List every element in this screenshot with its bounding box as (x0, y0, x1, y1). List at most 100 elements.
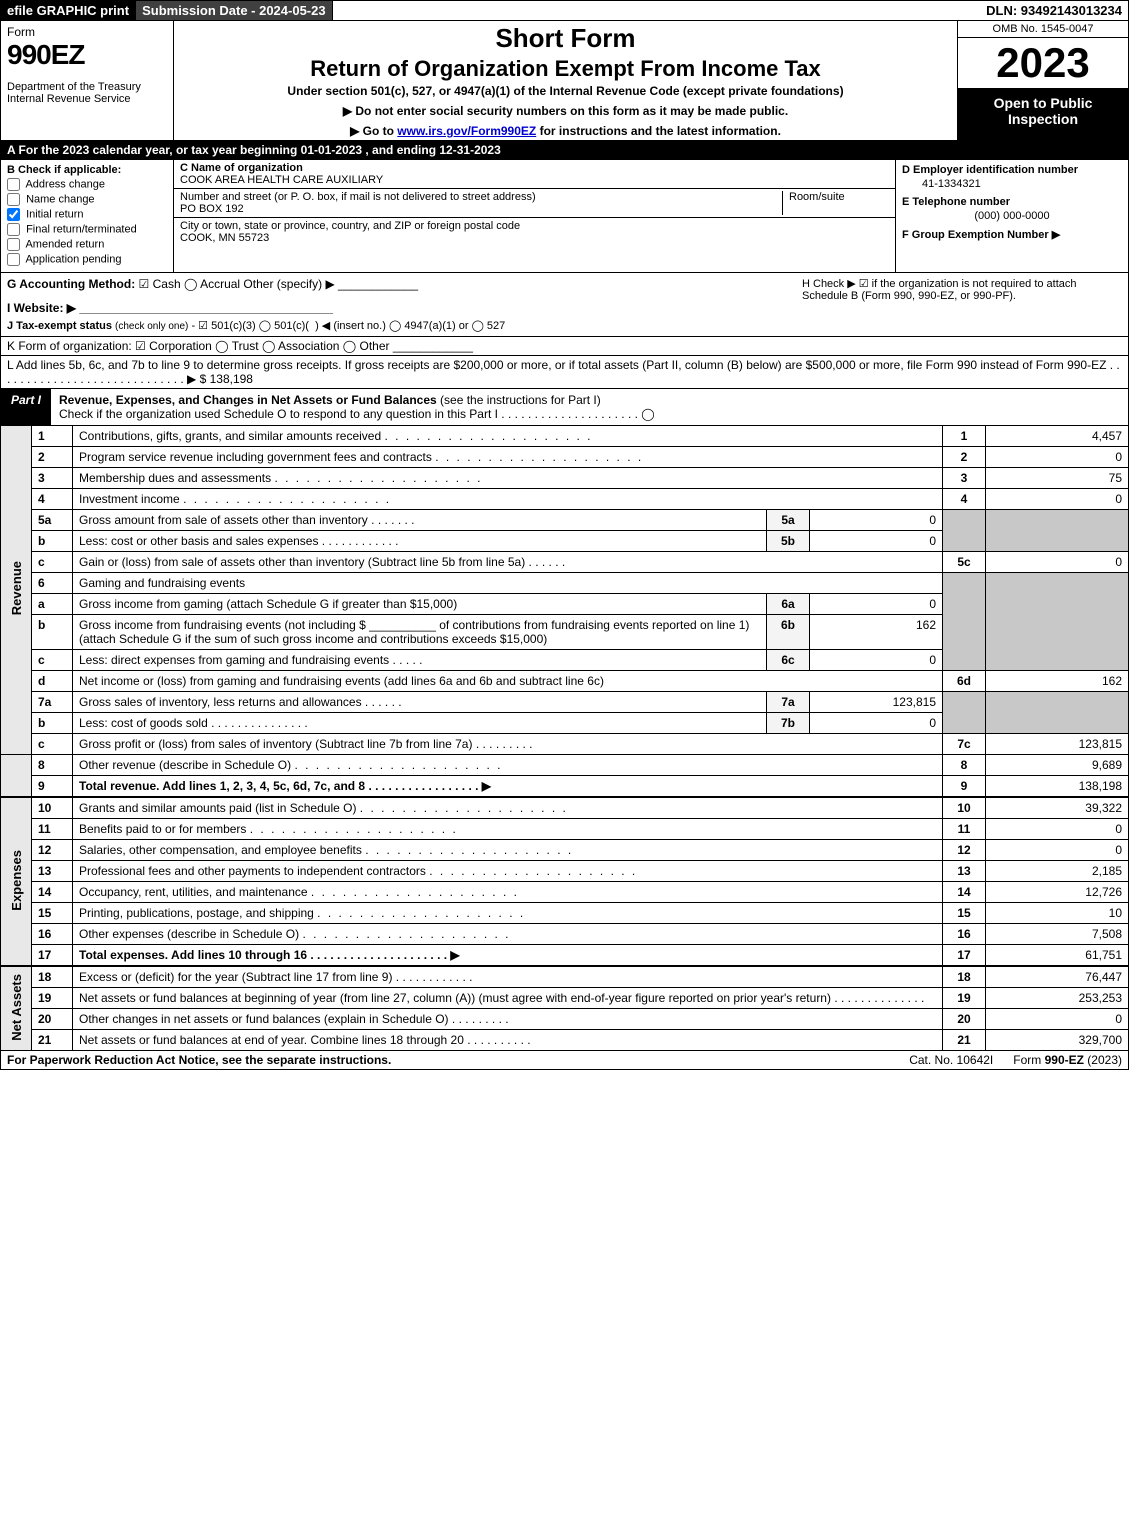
row-12-box: 12 (943, 840, 986, 861)
row-6-num: 6 (32, 573, 73, 594)
row-6d-box: 6d (943, 671, 986, 692)
header-center: Short Form Return of Organization Exempt… (174, 21, 957, 140)
paperwork-notice: For Paperwork Reduction Act Notice, see … (7, 1053, 889, 1067)
row-4-desc: Investment income (73, 489, 943, 510)
row-12-val: 0 (986, 840, 1129, 861)
form-header: Form 990EZ Department of the Treasury In… (0, 21, 1129, 141)
page-footer: For Paperwork Reduction Act Notice, see … (0, 1051, 1129, 1070)
row-2-box: 2 (943, 447, 986, 468)
col-b-title: B Check if applicable: (7, 164, 167, 176)
row-6a-sb: 6a (767, 594, 810, 615)
row-7b-sv: 0 (810, 713, 943, 734)
open-to-public: Open to Public Inspection (958, 89, 1128, 140)
row-1-num: 1 (32, 426, 73, 447)
short-form-title: Short Form (182, 23, 949, 54)
row-20-val: 0 (986, 1009, 1129, 1030)
row-6d-desc: Net income or (loss) from gaming and fun… (73, 671, 943, 692)
omb-number: OMB No. 1545-0047 (958, 21, 1128, 38)
row-5b-desc: Less: cost or other basis and sales expe… (73, 531, 767, 552)
row-6c-desc: Less: direct expenses from gaming and fu… (73, 650, 767, 671)
row-5b-sv: 0 (810, 531, 943, 552)
ein-label: D Employer identification number (902, 164, 1122, 176)
row-7ab-shade-val (986, 692, 1129, 734)
row-6a-sv: 0 (810, 594, 943, 615)
row-14-val: 12,726 (986, 882, 1129, 903)
row-7b-sb: 7b (767, 713, 810, 734)
row-13-desc: Professional fees and other payments to … (73, 861, 943, 882)
group-exemption-label: F Group Exemption Number ▶ (902, 228, 1122, 241)
row-6b-sb: 6b (767, 615, 810, 650)
row-18-val: 76,447 (986, 966, 1129, 988)
row-6d-val: 162 (986, 671, 1129, 692)
subtitle: Under section 501(c), 527, or 4947(a)(1)… (182, 84, 949, 98)
row-5ab-shade-val (986, 510, 1129, 552)
row-9-val: 138,198 (986, 776, 1129, 798)
row-1-desc: Contributions, gifts, grants, and simila… (73, 426, 943, 447)
row-14-box: 14 (943, 882, 986, 903)
row-2-num: 2 (32, 447, 73, 468)
row-10-val: 39,322 (986, 797, 1129, 819)
header-right: OMB No. 1545-0047 2023 Open to Public In… (957, 21, 1128, 140)
row-4-val: 0 (986, 489, 1129, 510)
row-6a-desc: Gross income from gaming (attach Schedul… (73, 594, 767, 615)
row-15-desc: Printing, publications, postage, and shi… (73, 903, 943, 924)
cb-application-pending[interactable]: Application pending (7, 253, 167, 266)
row-11-num: 11 (32, 819, 73, 840)
col-b-checkboxes: B Check if applicable: Address change Na… (1, 160, 174, 272)
part1-check-line: Check if the organization used Schedule … (59, 407, 655, 421)
tax-year: 2023 (958, 38, 1128, 89)
part1-title: Revenue, Expenses, and Changes in Net As… (51, 389, 1128, 425)
row-7a-num: 7a (32, 692, 73, 713)
cb-address-change[interactable]: Address change (7, 178, 167, 191)
row-11-desc: Benefits paid to or for members (73, 819, 943, 840)
row-18-num: 18 (32, 966, 73, 988)
row-21-box: 21 (943, 1030, 986, 1051)
row-5c-num: c (32, 552, 73, 573)
cb-amended-return[interactable]: Amended return (7, 238, 167, 251)
row-5a-num: 5a (32, 510, 73, 531)
row-14-desc: Occupancy, rent, utilities, and maintena… (73, 882, 943, 903)
row-2-desc: Program service revenue including govern… (73, 447, 943, 468)
row-4-num: 4 (32, 489, 73, 510)
row-18-desc: Excess or (deficit) for the year (Subtra… (73, 966, 943, 988)
row-17-num: 17 (32, 945, 73, 967)
row-5a-sb: 5a (767, 510, 810, 531)
row-20-desc: Other changes in net assets or fund bala… (73, 1009, 943, 1030)
part1-table: Revenue 1 Contributions, gifts, grants, … (0, 426, 1129, 1051)
row-6c-num: c (32, 650, 73, 671)
goto-note: ▶ Go to www.irs.gov/Form990EZ for instru… (182, 124, 949, 138)
row-4-box: 4 (943, 489, 986, 510)
row-21-num: 21 (32, 1030, 73, 1051)
row-12-desc: Salaries, other compensation, and employ… (73, 840, 943, 861)
row-20-box: 20 (943, 1009, 986, 1030)
line-j: J Tax-exempt status (check only one) - ☑… (7, 319, 802, 332)
row-7c-box: 7c (943, 734, 986, 755)
row-6b-desc: Gross income from fundraising events (no… (73, 615, 767, 650)
irs-link[interactable]: www.irs.gov/Form990EZ (397, 124, 536, 138)
form-ref: Form 990-EZ (2023) (1013, 1053, 1122, 1067)
row-6c-sb: 6c (767, 650, 810, 671)
org-city: COOK, MN 55723 (180, 232, 269, 244)
addr-label: Number and street (or P. O. box, if mail… (180, 191, 536, 203)
row-6b-sv: 162 (810, 615, 943, 650)
row-5ab-shade (943, 510, 986, 552)
header-left: Form 990EZ Department of the Treasury In… (1, 21, 174, 140)
row-11-box: 11 (943, 819, 986, 840)
row-16-val: 7,508 (986, 924, 1129, 945)
org-name: COOK AREA HEALTH CARE AUXILIARY (180, 174, 383, 186)
efile-label[interactable]: efile GRAPHIC print (1, 1, 136, 20)
row-19-desc: Net assets or fund balances at beginning… (73, 988, 943, 1009)
cb-initial-return[interactable]: Initial return (7, 208, 167, 221)
row-7b-num: b (32, 713, 73, 734)
row-10-box: 10 (943, 797, 986, 819)
form-number: 990EZ (7, 39, 167, 71)
cb-final-return[interactable]: Final return/terminated (7, 223, 167, 236)
row-19-num: 19 (32, 988, 73, 1009)
row-9-box: 9 (943, 776, 986, 798)
line-h: H Check ▶ ☑ if the organization is not r… (802, 277, 1122, 332)
row-21-desc: Net assets or fund balances at end of ye… (73, 1030, 943, 1051)
row-8-val: 9,689 (986, 755, 1129, 776)
cb-name-change[interactable]: Name change (7, 193, 167, 206)
row-8-desc: Other revenue (describe in Schedule O) (73, 755, 943, 776)
side-revenue: Revenue (1, 426, 32, 755)
